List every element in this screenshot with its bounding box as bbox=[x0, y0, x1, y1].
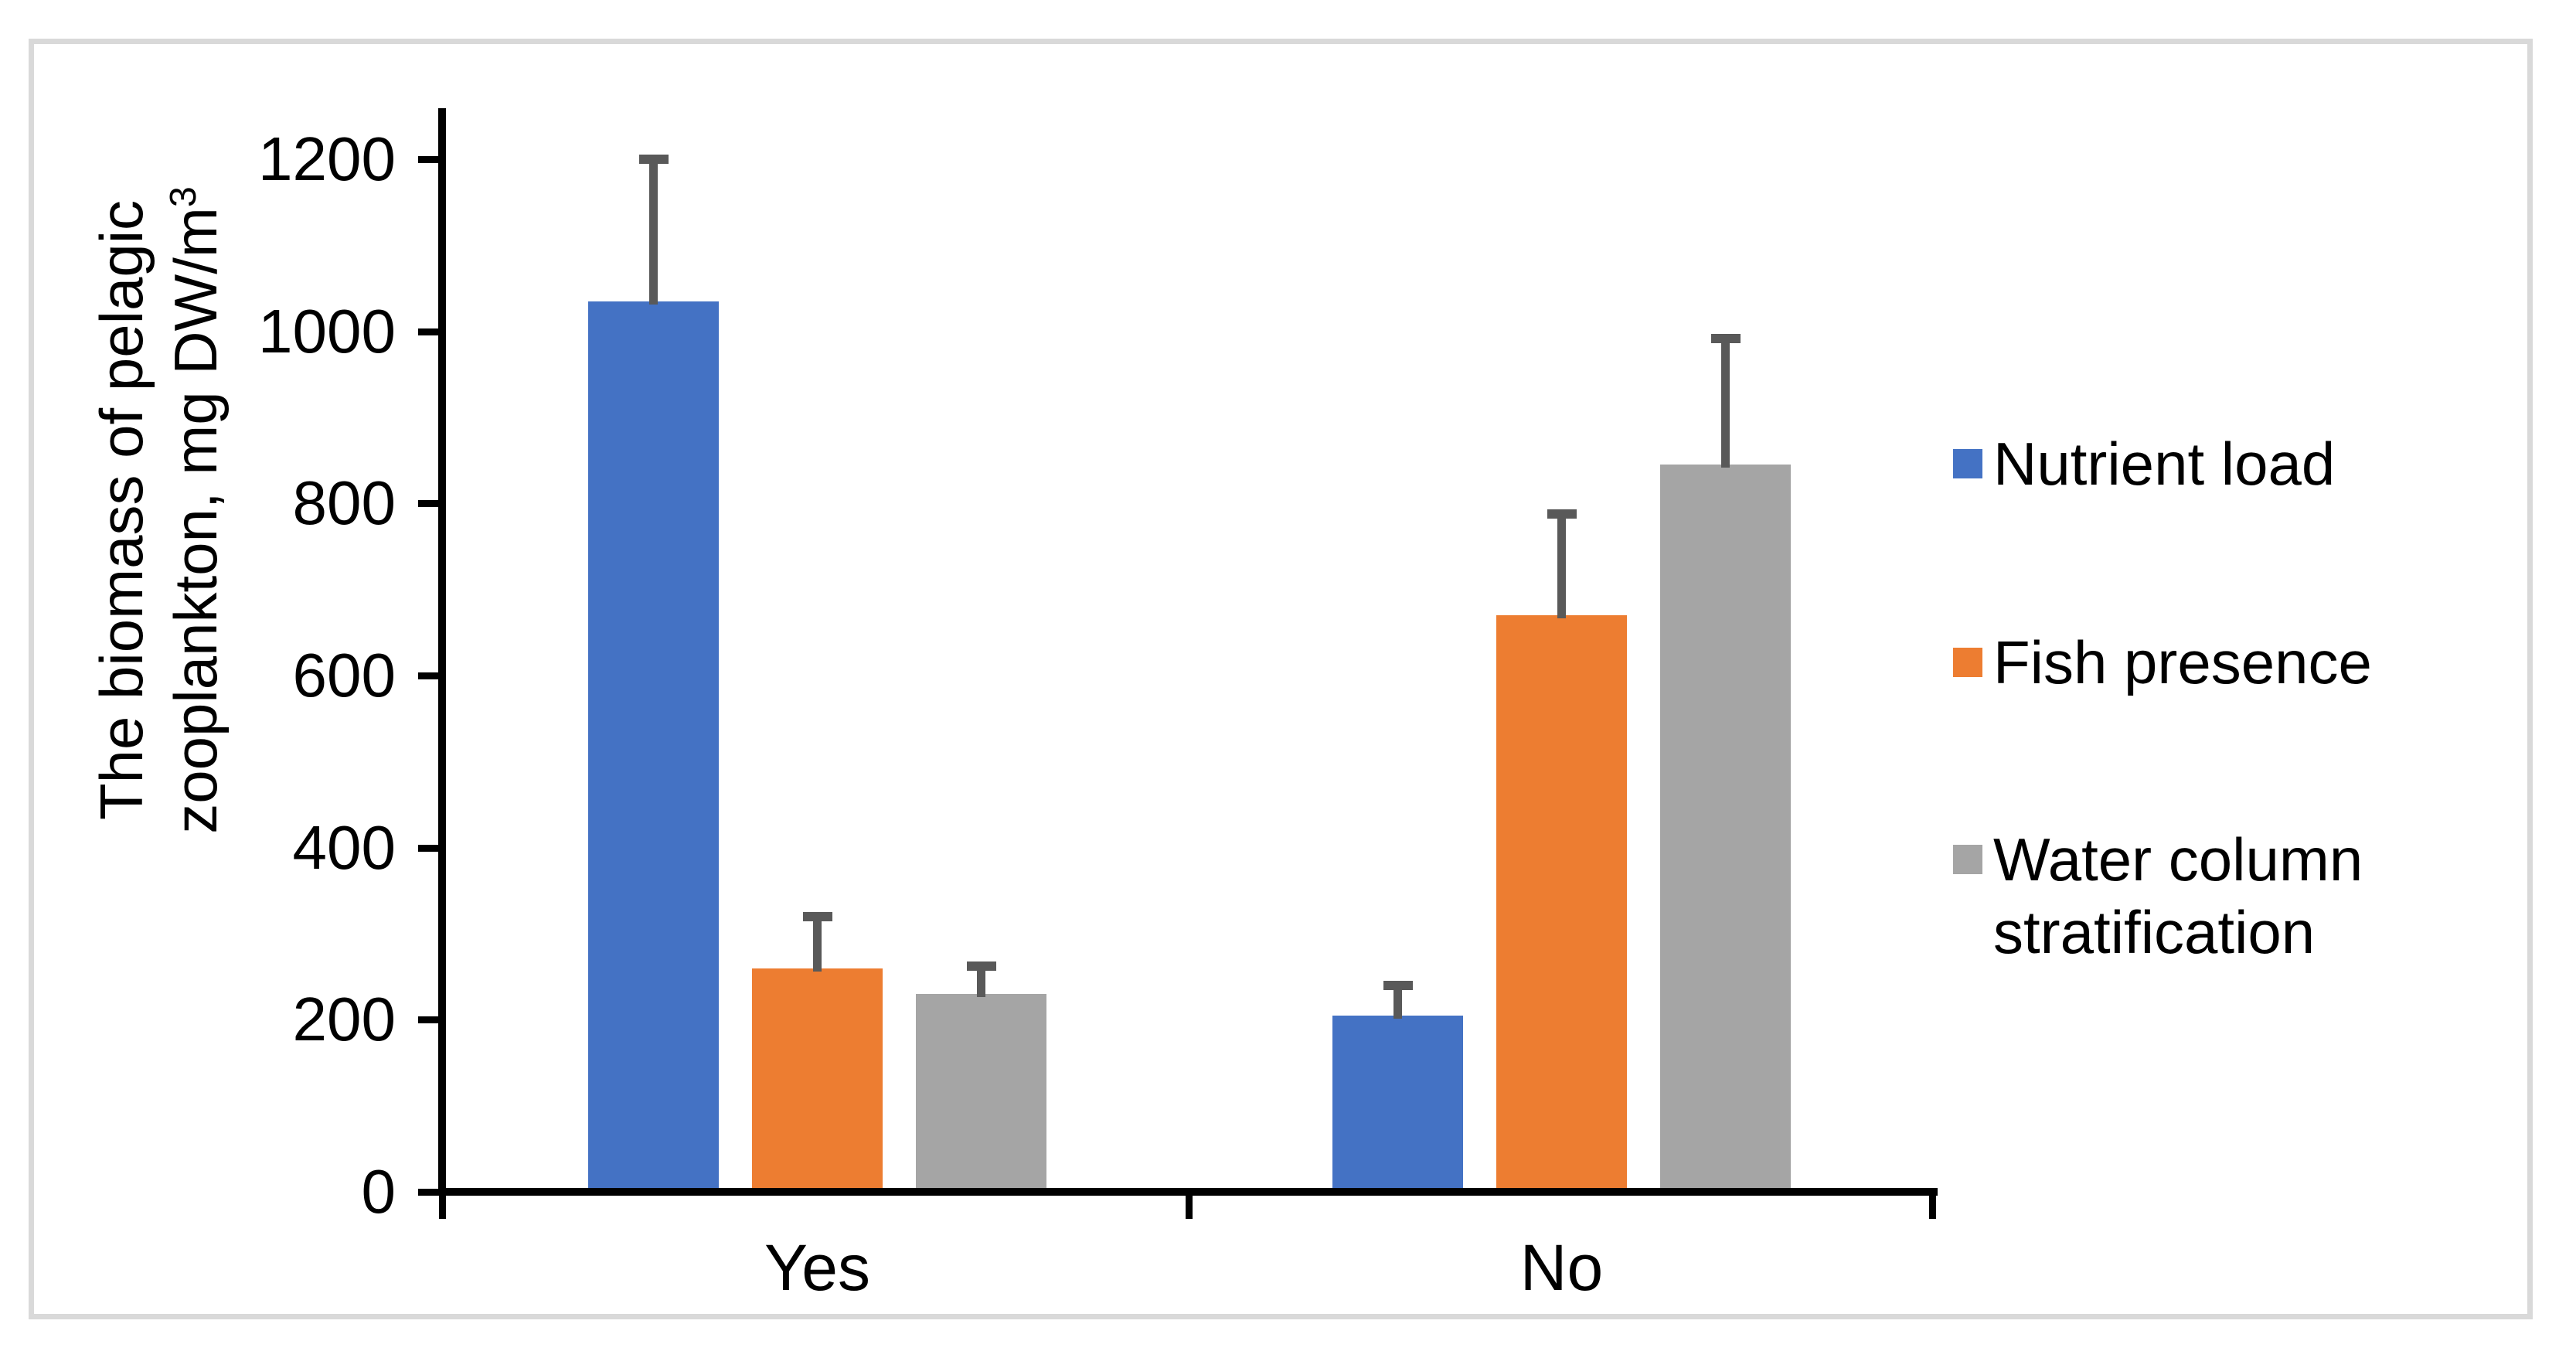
bar-water-column-stratification-no bbox=[1660, 465, 1791, 1192]
bar-water-column-stratification-yes bbox=[916, 993, 1046, 1192]
error-bar-cap bbox=[966, 961, 996, 972]
error-bar-stem bbox=[649, 159, 658, 305]
bar-fish-presence-no bbox=[1496, 615, 1627, 1192]
x-axis-line bbox=[438, 1188, 1938, 1196]
y-axis-tick-label: 400 bbox=[292, 812, 396, 882]
legend-marker-water-column-stratification bbox=[1953, 845, 1982, 874]
y-axis-tick bbox=[418, 1189, 446, 1196]
x-axis-tick bbox=[1929, 1196, 1936, 1219]
error-bar-cap bbox=[802, 911, 832, 921]
y-axis-tick-label: 600 bbox=[292, 641, 396, 710]
y-axis-tick-label: 800 bbox=[292, 468, 396, 538]
y-axis-tick-label: 1200 bbox=[258, 124, 396, 193]
error-bar-stem bbox=[1393, 985, 1402, 1019]
x-axis-tick bbox=[1186, 1196, 1193, 1219]
error-bar-cap bbox=[1547, 509, 1577, 519]
y-axis-tick bbox=[418, 672, 446, 679]
x-axis-category-label-yes: Yes bbox=[764, 1231, 871, 1304]
legend-marker-fish-presence bbox=[1953, 648, 1982, 677]
error-bar-stem bbox=[1721, 338, 1730, 468]
error-bar-stem bbox=[813, 916, 822, 972]
y-axis-tick bbox=[418, 156, 446, 163]
legend-item-nutrient-load: Nutrient load bbox=[1953, 427, 2525, 500]
legend-label: Fish presence bbox=[1993, 628, 2372, 696]
y-axis-tick bbox=[418, 328, 446, 335]
y-axis-tick bbox=[418, 844, 446, 852]
error-bar-cap bbox=[638, 155, 669, 164]
error-bar-cap bbox=[1710, 333, 1741, 343]
legend: Nutrient load Fish presence Water column s… bbox=[1944, 0, 2531, 1358]
y-axis-line bbox=[438, 108, 446, 1196]
legend-marker-nutrient-load bbox=[1953, 449, 1982, 478]
bar-nutrient-load-yes bbox=[588, 301, 719, 1192]
error-bar-stem bbox=[977, 966, 985, 997]
figure-border bbox=[29, 39, 2533, 1319]
x-axis-category-label-no: No bbox=[1519, 1231, 1604, 1304]
x-axis-tick bbox=[439, 1196, 446, 1219]
legend-item-fish-presence: Fish presence bbox=[1953, 626, 2525, 699]
legend-label: Water column stratification bbox=[1993, 825, 2363, 966]
y-axis-tick-label: 200 bbox=[292, 985, 396, 1054]
bar-fish-presence-yes bbox=[752, 968, 883, 1192]
error-bar-stem bbox=[1557, 513, 1566, 619]
y-axis-tick-label: 0 bbox=[361, 1157, 396, 1226]
error-bar-cap bbox=[1383, 980, 1413, 990]
legend-label: Nutrient load bbox=[1993, 430, 2336, 498]
legend-item-water-column-stratification: Water column stratification bbox=[1953, 823, 2525, 968]
y-axis-tick-label: 1000 bbox=[258, 296, 396, 366]
bar-nutrient-load-no bbox=[1332, 1015, 1463, 1192]
y-axis-tick bbox=[418, 1016, 446, 1024]
y-axis-tick bbox=[418, 500, 446, 508]
